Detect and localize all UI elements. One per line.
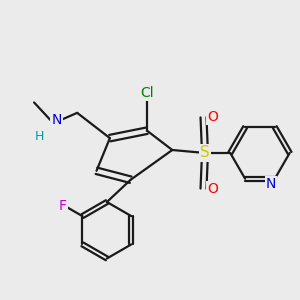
Text: S: S bbox=[200, 146, 210, 160]
Text: O: O bbox=[207, 182, 218, 196]
Text: F: F bbox=[59, 199, 67, 213]
Text: H: H bbox=[35, 130, 44, 143]
Text: O: O bbox=[207, 110, 218, 124]
Text: N: N bbox=[51, 113, 62, 127]
Text: Cl: Cl bbox=[140, 85, 154, 100]
Text: N: N bbox=[266, 177, 277, 191]
